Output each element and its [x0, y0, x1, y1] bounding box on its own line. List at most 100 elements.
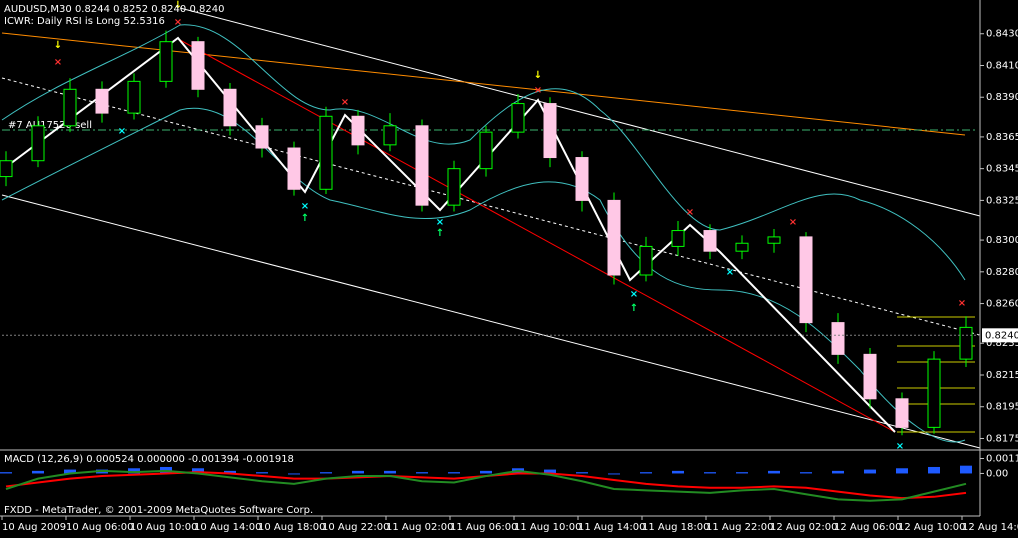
macd-bar: [608, 473, 620, 475]
buy-arrow: ↑: [436, 228, 444, 239]
red-cross: ×: [341, 97, 349, 108]
candle-body: [479, 131, 493, 170]
red-cross: ×: [534, 85, 542, 96]
x-tick-label: 10 Aug 06:00: [66, 522, 133, 533]
macd-bar: [800, 472, 812, 474]
candle-body: [959, 326, 973, 360]
y-tick-label: 0.8280: [986, 267, 1018, 278]
macd-bar: [384, 470, 396, 474]
macd-line: [5, 469, 967, 502]
candle-body: [191, 41, 205, 90]
macd-bar: [480, 470, 492, 474]
x-tick-label: 10 Aug 22:00: [322, 522, 389, 533]
macd-bar: [128, 468, 140, 474]
sell-arrow: ↓: [174, 0, 182, 11]
macd-bar: [320, 472, 332, 474]
y-tick-label: 0.8175: [986, 433, 1018, 444]
macd-bar: [192, 468, 204, 474]
candle-body: [63, 88, 77, 127]
macd-bar: [896, 468, 908, 474]
channel-middle: [1, 77, 981, 336]
candle-body: [255, 125, 269, 149]
x-tick-label: 10 Aug 14:00: [194, 522, 261, 533]
macd-bar: [64, 469, 76, 474]
signal-markers: ↓ ↓ ↓ × × × × × × × × × × × × × ↑ ↑ ↑: [54, 0, 966, 452]
candle-body: [735, 242, 749, 252]
candle-body: [447, 168, 461, 206]
macd-bar: [832, 470, 844, 474]
y-tick-label: 0.8195: [986, 402, 1018, 413]
sell-arrow: ↓: [534, 70, 542, 81]
macd-y-tick-label: 0.00: [986, 468, 1008, 479]
x-tick-label: 10 Aug 2009: [2, 522, 66, 533]
macd-bar: [224, 470, 236, 474]
y-tick-label: 0.8235: [986, 338, 1018, 349]
x-tick-label: 11 Aug 06:00: [450, 522, 517, 533]
cyan-cross: ×: [630, 289, 638, 300]
x-tick-label: 12 Aug 06:00: [834, 522, 901, 533]
candle-body: [639, 245, 653, 276]
candle-body: [799, 236, 813, 324]
cyan-cross: ×: [896, 441, 904, 452]
x-tick-label: 11 Aug 22:00: [706, 522, 773, 533]
candle-body: [895, 398, 909, 428]
x-tick-label: 12 Aug 02:00: [770, 522, 837, 533]
cyan-cross: ×: [436, 217, 444, 228]
current-price-box: [982, 328, 1018, 343]
chart-subtitle: ICWR: Daily RSI is Long 52.5316: [4, 16, 165, 27]
y-tick-label: 0.8390: [986, 92, 1018, 103]
candle-body: [927, 358, 941, 428]
macd-bar: [672, 470, 684, 474]
macd-bar: [928, 466, 940, 474]
cyan-cross: ×: [118, 126, 126, 137]
band-upper: [1, 24, 966, 281]
macd-bar: [864, 469, 876, 474]
cyan-cross: ×: [301, 201, 309, 212]
candle-body: [95, 88, 109, 114]
y-tick-label: 0.8260: [986, 299, 1018, 310]
channel-lower: [1, 194, 981, 449]
footer: FXDD - MetaTrader, © 2001-2009 MetaQuote…: [4, 505, 313, 516]
candle-body: [415, 125, 429, 206]
candle-body: [767, 236, 781, 244]
buy-arrow: ↑: [630, 303, 638, 314]
macd-bar: [448, 472, 460, 474]
candle-body: [319, 115, 333, 190]
y-tick-label: 0.8430: [986, 29, 1018, 40]
candle-body: [543, 103, 557, 159]
chart-title: AUDUSD,M30 0.8244 0.8252 0.8240 0.8240: [4, 4, 224, 15]
x-tick-label: 10 Aug 10:00: [130, 522, 197, 533]
candle-body: [351, 115, 365, 146]
channel-upper: [179, 7, 981, 217]
sell-arrow: ↓: [54, 40, 62, 51]
macd-bar: [352, 470, 364, 474]
macd-bar: [640, 472, 652, 474]
red-line: [179, 39, 896, 433]
macd-bar: [256, 472, 268, 474]
candle-body: [159, 41, 173, 82]
macd-bar: [736, 472, 748, 474]
x-tick-label: 11 Aug 14:00: [578, 522, 645, 533]
macd-bar: [768, 470, 780, 474]
candle-body: [831, 322, 845, 355]
candle-body: [703, 230, 717, 252]
macd-y-tick-label: 0.001153: [986, 454, 1018, 465]
order-annotation: #7 AU17520 sell: [8, 120, 92, 131]
macd-bar: [416, 472, 428, 474]
candle-body: [31, 125, 45, 162]
y-tick-label: 0.8345: [986, 164, 1018, 175]
candle-body: [575, 157, 589, 201]
y-tick-label: 0.8410: [986, 60, 1018, 71]
cyan-cross: ×: [726, 267, 734, 278]
red-cross: ×: [789, 217, 797, 228]
buy-arrow: ↑: [301, 213, 309, 224]
x-tick-label: 10 Aug 18:00: [258, 522, 325, 533]
candle-body: [607, 199, 621, 276]
macd-bar: [704, 472, 716, 474]
candle-body: [0, 160, 13, 178]
y-tick-label: 0.8300: [986, 235, 1018, 246]
macd-bar: [288, 473, 300, 475]
